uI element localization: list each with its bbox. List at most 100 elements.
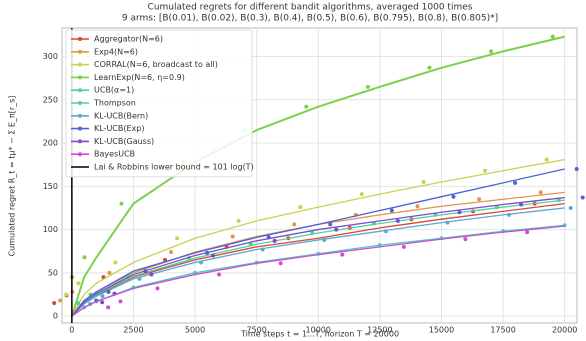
x-tick-label: 0 [69, 326, 74, 335]
point [298, 205, 303, 210]
point [427, 65, 432, 70]
legend-label: Thompson [93, 99, 136, 108]
y-tick-label: 50 [48, 268, 58, 277]
x-tick-label: 10000 [306, 326, 331, 335]
y-tick-label: 0 [53, 312, 58, 321]
point [106, 289, 111, 294]
legend-marker [78, 37, 82, 41]
point [310, 231, 315, 236]
point [248, 242, 253, 247]
y-tick-label: 150 [43, 182, 58, 191]
x-tick-label: 5000 [185, 326, 205, 335]
point [155, 286, 160, 291]
legend-label: LearnExp(N=6, η=0.9) [94, 73, 185, 82]
x-tick-label: 17500 [490, 326, 515, 335]
y-tick-label: 250 [43, 95, 58, 104]
legend-marker [78, 126, 82, 131]
x-tick-label: 12500 [367, 326, 392, 335]
point [107, 270, 112, 275]
point [489, 49, 494, 54]
point [76, 301, 81, 306]
point [580, 195, 585, 200]
series-line [71, 168, 565, 317]
legend-label: UCB(α=1) [94, 86, 134, 95]
point [340, 252, 345, 257]
point [525, 230, 530, 235]
point [304, 104, 309, 109]
point [217, 272, 222, 277]
point [538, 190, 543, 195]
point [495, 205, 500, 210]
legend-box [65, 29, 253, 178]
point [451, 194, 456, 199]
point [100, 294, 105, 299]
point [477, 197, 482, 202]
legend-marker [78, 88, 82, 93]
point [64, 292, 69, 297]
series-line [71, 207, 565, 317]
point [82, 255, 87, 260]
x-tick-label: 2500 [123, 326, 143, 335]
point [113, 260, 118, 265]
point [169, 250, 174, 255]
x-tick-label: 7500 [246, 326, 266, 335]
point [118, 299, 123, 304]
point [106, 305, 111, 310]
point [574, 167, 579, 172]
legend-marker [78, 101, 82, 105]
point [260, 247, 265, 252]
point [389, 208, 394, 213]
legend-marker [78, 49, 82, 54]
point [365, 84, 370, 89]
y-tick-label: 100 [43, 225, 58, 234]
point [272, 238, 277, 243]
legend-label: CORRAL(N=6, broadcast to all) [94, 60, 218, 69]
point [52, 301, 57, 306]
point [415, 204, 420, 209]
legend-label: KL-UCB(Gauss) [94, 137, 154, 146]
point [507, 212, 512, 217]
point [395, 218, 400, 223]
point [483, 168, 488, 173]
x-tick-label: 15000 [429, 326, 454, 335]
point [463, 237, 468, 242]
point [359, 192, 364, 197]
point [211, 253, 216, 258]
y-axis-label: Cumulated regret R_t = tμ* − Σ E_π[r_s] [8, 96, 17, 257]
legend-marker [78, 75, 82, 80]
point [513, 180, 518, 185]
point [278, 261, 283, 266]
point [544, 157, 549, 162]
legend: Aggregator(N=6) Exp4(N=6) CORRAL(N=6, broa… [65, 29, 254, 178]
point [383, 229, 388, 234]
y-tick-label: 300 [43, 52, 58, 61]
point [119, 201, 124, 206]
point [199, 260, 204, 265]
point [401, 244, 406, 249]
legend-label: Lai & Robbins lower bound = 101 log(T) [94, 163, 254, 172]
point [236, 218, 241, 223]
y-tick-label: 200 [43, 139, 58, 148]
x-tick-label: 20000 [552, 326, 577, 335]
legend-marker [78, 139, 82, 144]
point [519, 202, 524, 207]
point [457, 210, 462, 215]
series-line [70, 35, 565, 317]
legend-marker [78, 113, 82, 118]
point [58, 298, 63, 303]
point [100, 300, 105, 305]
x-axis-label: Time steps t = 1...T, horizon T = 20000 [240, 330, 399, 339]
series-line [71, 199, 565, 317]
chart-subtitle: 9 arms: [B(0.01), B(0.02), B(0.3), B(0.4… [122, 14, 498, 24]
series-line [71, 158, 565, 317]
legend-label: KL-UCB(Exp) [94, 124, 145, 133]
point [76, 281, 81, 286]
legend-marker [78, 152, 82, 157]
point [149, 272, 154, 277]
legend-label: Exp4(N=6) [94, 47, 138, 56]
series-line [71, 196, 565, 317]
point [322, 237, 327, 242]
point [175, 236, 180, 241]
legend-label: BayesUCB [94, 150, 135, 159]
